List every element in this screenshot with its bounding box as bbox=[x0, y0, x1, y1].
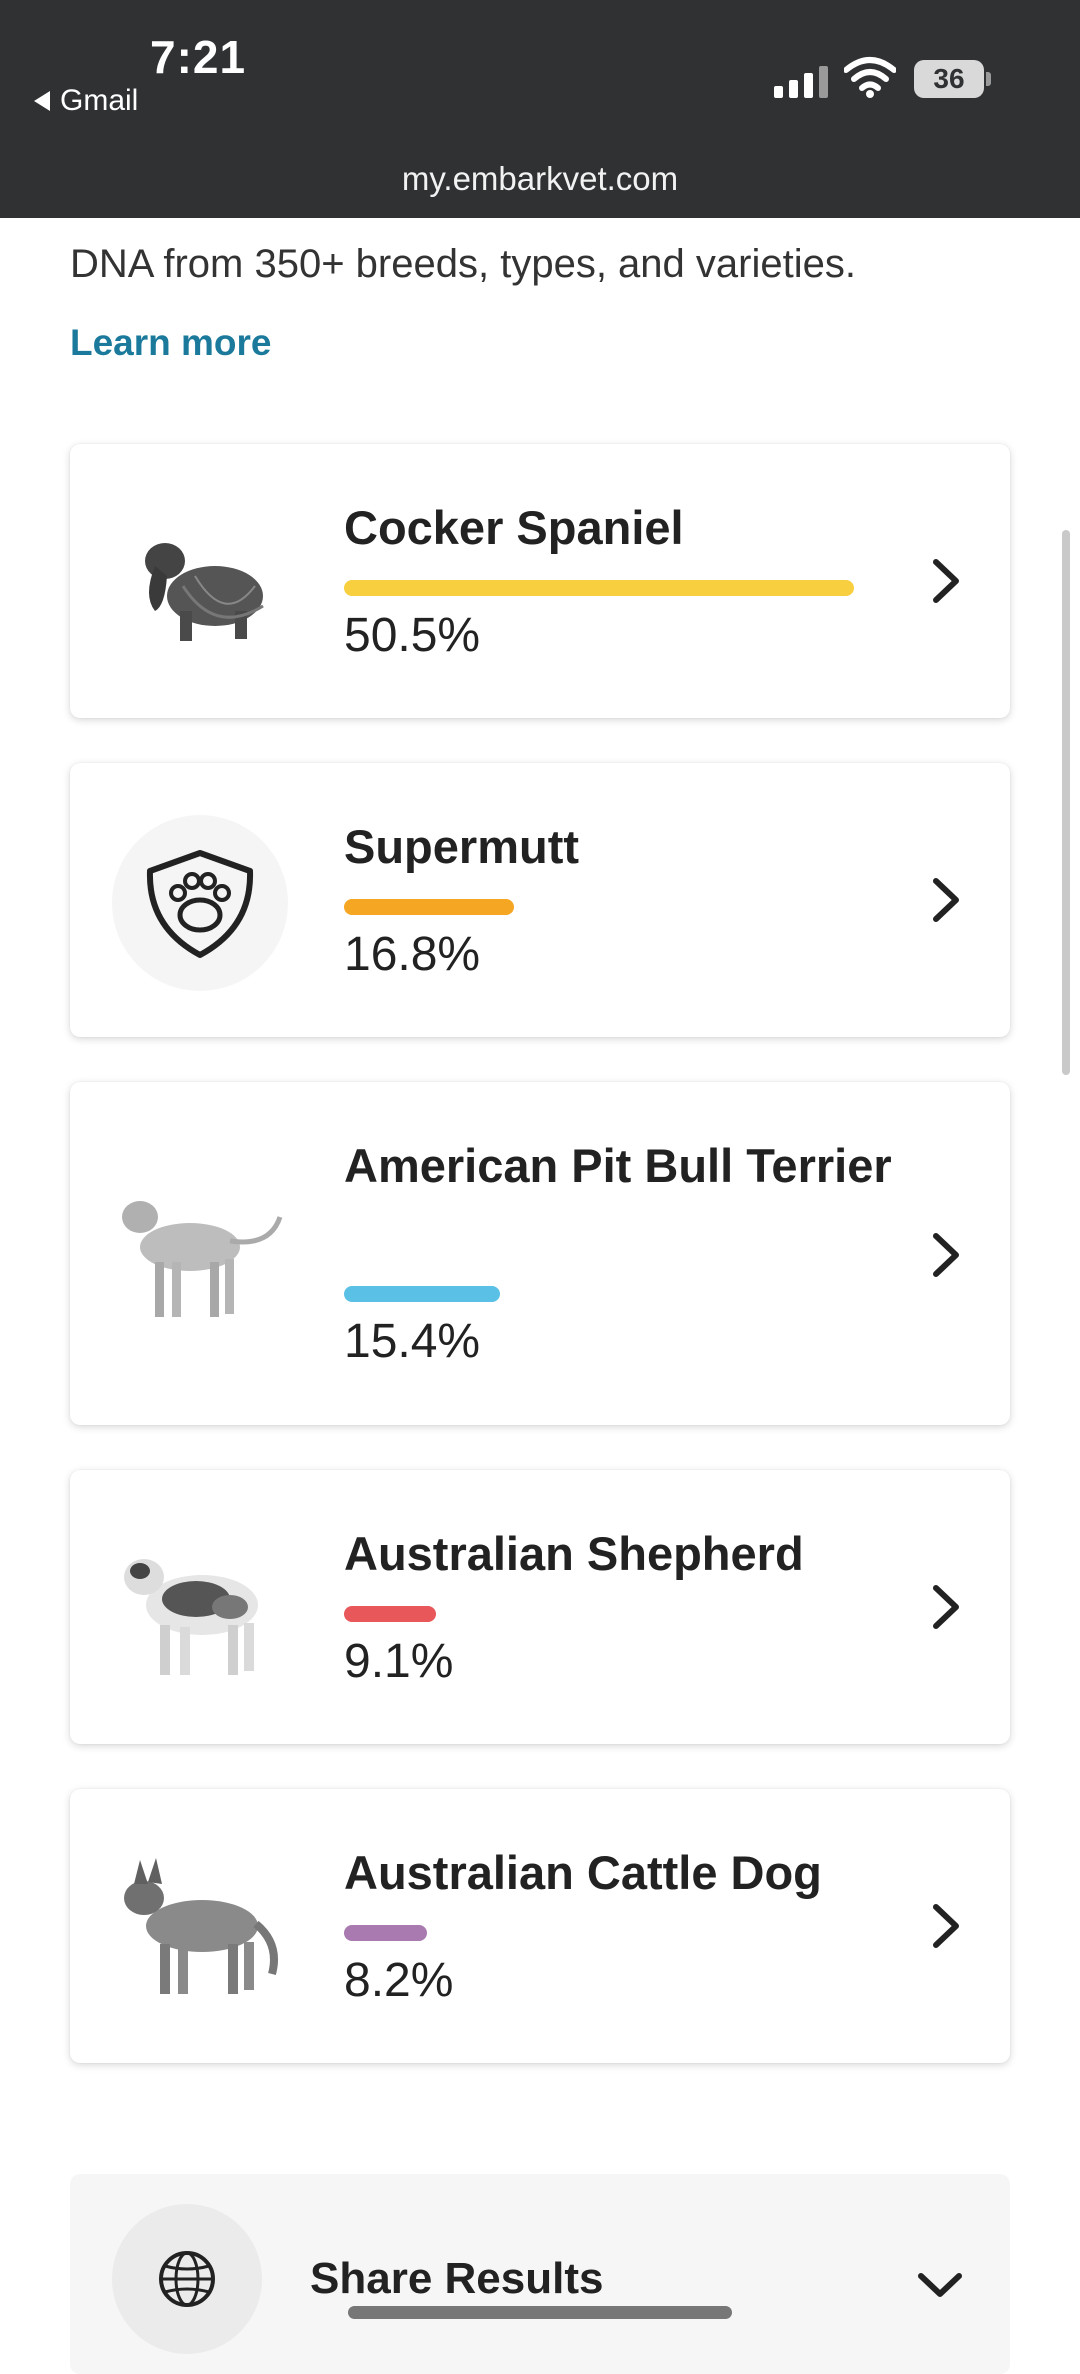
cattle-dog-illustration bbox=[110, 1839, 290, 2019]
status-bar: 7:21 Gmail 36 my.embarkvet.com bbox=[0, 0, 1080, 218]
breed-percent: 16.8% bbox=[344, 928, 481, 981]
share-results-section[interactable]: Share Results bbox=[70, 2174, 1010, 2374]
cocker-spaniel-illustration bbox=[110, 491, 290, 671]
breed-bar-4 bbox=[344, 1925, 427, 1941]
breed-name: Australian Shepherd bbox=[344, 1527, 804, 1580]
intro-text: DNA from 350+ breeds, types, and varieti… bbox=[70, 242, 856, 286]
breed-card-supermutt[interactable]: Supermutt 16.8% bbox=[70, 763, 1010, 1037]
wifi-icon bbox=[844, 57, 896, 98]
breed-card-australian-cattle-dog[interactable]: Australian Cattle Dog 8.2% bbox=[70, 1789, 1010, 2063]
breed-bar-3 bbox=[344, 1606, 436, 1622]
scrollbar[interactable] bbox=[1062, 530, 1070, 1075]
back-arrow-icon bbox=[34, 91, 50, 111]
battery-icon: 36 bbox=[914, 60, 984, 98]
battery-level: 36 bbox=[933, 63, 965, 94]
address-bar-url[interactable]: my.embarkvet.com bbox=[401, 160, 679, 197]
back-app-label: Gmail bbox=[60, 84, 139, 117]
breed-name: Cocker Spaniel bbox=[344, 501, 684, 554]
pit-bull-illustration bbox=[110, 1162, 290, 1342]
home-indicator[interactable] bbox=[348, 2306, 732, 2319]
breed-percent: 9.1% bbox=[344, 1635, 454, 1688]
globe-icon bbox=[112, 2204, 262, 2354]
battery-tip bbox=[986, 72, 991, 86]
breed-name: American Pit Bull Terrier bbox=[344, 1139, 892, 1192]
breed-percent: 8.2% bbox=[344, 1954, 454, 2007]
breed-name: Australian Cattle Dog bbox=[344, 1846, 822, 1899]
learn-more-link[interactable]: Learn more bbox=[70, 322, 272, 363]
breed-card-cocker-spaniel[interactable]: Cocker Spaniel 50.5% bbox=[70, 444, 1010, 718]
breed-name: Supermutt bbox=[344, 820, 579, 873]
cellular-signal-icon bbox=[774, 64, 828, 98]
chevron-right-icon bbox=[933, 1233, 959, 1277]
australian-shepherd-illustration bbox=[110, 1520, 290, 1700]
share-results-label: Share Results bbox=[310, 2254, 604, 2303]
status-time: 7:21 bbox=[150, 31, 247, 83]
chevron-down-icon[interactable] bbox=[916, 2270, 964, 2300]
breed-bar-2 bbox=[344, 1286, 500, 1302]
breed-percent: 50.5% bbox=[344, 609, 481, 662]
chevron-right-icon bbox=[933, 878, 959, 922]
back-to-app-link[interactable]: Gmail bbox=[34, 84, 138, 118]
breed-bar-0 bbox=[344, 580, 854, 596]
paw-shield-icon bbox=[110, 813, 290, 993]
chevron-right-icon bbox=[933, 559, 959, 603]
chevron-right-icon bbox=[933, 1585, 959, 1629]
breed-bar-1 bbox=[344, 899, 514, 915]
breed-card-australian-shepherd[interactable]: Australian Shepherd 9.1% bbox=[70, 1470, 1010, 1744]
chevron-right-icon bbox=[933, 1904, 959, 1948]
breed-card-american-pit-bull-terrier[interactable]: American Pit Bull Terrier 15.4% bbox=[70, 1082, 1010, 1425]
breed-percent: 15.4% bbox=[344, 1315, 481, 1368]
